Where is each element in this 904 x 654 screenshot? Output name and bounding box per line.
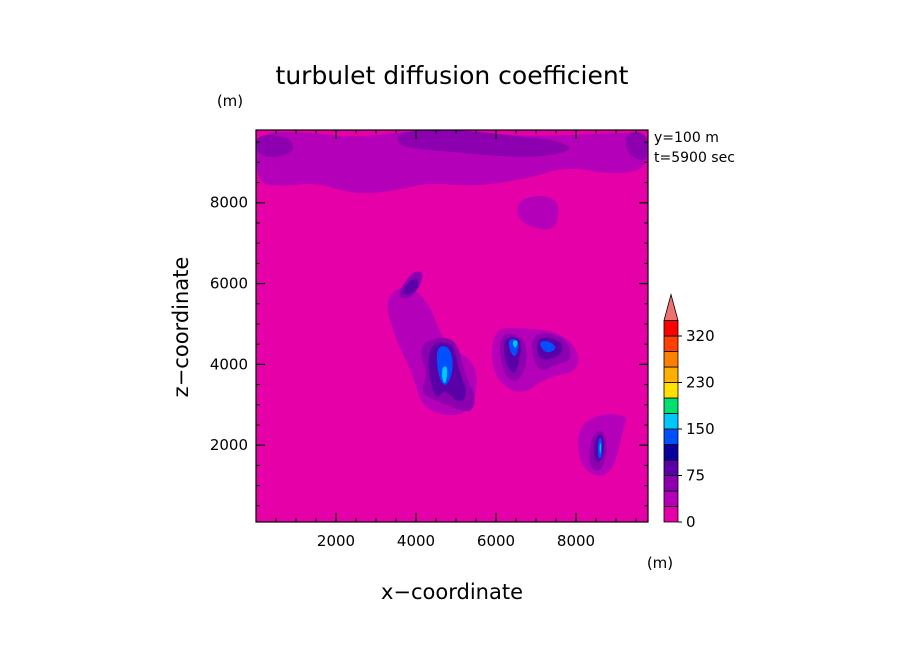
plot-area [255, 129, 649, 523]
colorbar-extend-arrow [663, 292, 679, 321]
contour-region [397, 130, 570, 157]
colorbar-segment [663, 459, 679, 476]
colorbar-segment [663, 351, 679, 368]
x-tick-label: 2000 [317, 532, 355, 550]
plot-frame [255, 129, 649, 523]
x-tick-label: 4000 [397, 532, 435, 550]
colorbar-label: 230 [686, 374, 715, 392]
contour-region [517, 196, 559, 230]
colorbar-label: 75 [686, 467, 705, 485]
y-tick-label: 4000 [210, 355, 248, 373]
contour-region [625, 132, 648, 160]
contour-regions [256, 130, 648, 476]
x-tick-label: 6000 [477, 532, 515, 550]
colorbar-label: 0 [686, 513, 696, 531]
y-tick-label: 2000 [210, 436, 248, 454]
colorbar-segment [663, 335, 679, 352]
colorbar-segment [663, 413, 679, 430]
y-axis-label: z−coordinate [169, 257, 193, 398]
contour-region [512, 340, 518, 348]
y-axis-unit: (m) [217, 92, 243, 110]
contour-region [436, 346, 453, 385]
colorbar-label: 150 [686, 420, 715, 438]
x-axis-unit: (m) [647, 554, 673, 572]
colorbar-label: 320 [686, 327, 715, 345]
colorbar: 0 75 150 230 320 [663, 292, 715, 531]
contour-region [540, 340, 556, 353]
annotation-time: t=5900 sec [654, 150, 735, 166]
colorbar-segment [663, 475, 679, 492]
colorbar-segment [663, 382, 679, 399]
y-tick-label: 6000 [210, 275, 248, 293]
contour-region [256, 134, 294, 157]
contour-region [599, 443, 602, 454]
contour-region [442, 366, 448, 383]
colorbar-segment [663, 444, 679, 461]
annotation-y-location: y=100 m [654, 130, 719, 146]
axis-ticks: 2000 4000 6000 8000 2000 4000 6000 8000 [210, 130, 648, 550]
chart-title: turbulet diffusion coefficient [276, 61, 629, 90]
y-tick-label: 8000 [210, 194, 248, 212]
x-axis-label: x−coordinate [381, 580, 523, 604]
contour-region [402, 278, 419, 295]
x-tick-label: 8000 [557, 532, 595, 550]
colorbar-segment [663, 428, 679, 445]
colorbar-segment [663, 397, 679, 414]
colorbar-segment [663, 506, 679, 523]
colorbar-segment [663, 366, 679, 383]
colorbar-segment [663, 490, 679, 507]
colorbar-segment [663, 320, 679, 337]
